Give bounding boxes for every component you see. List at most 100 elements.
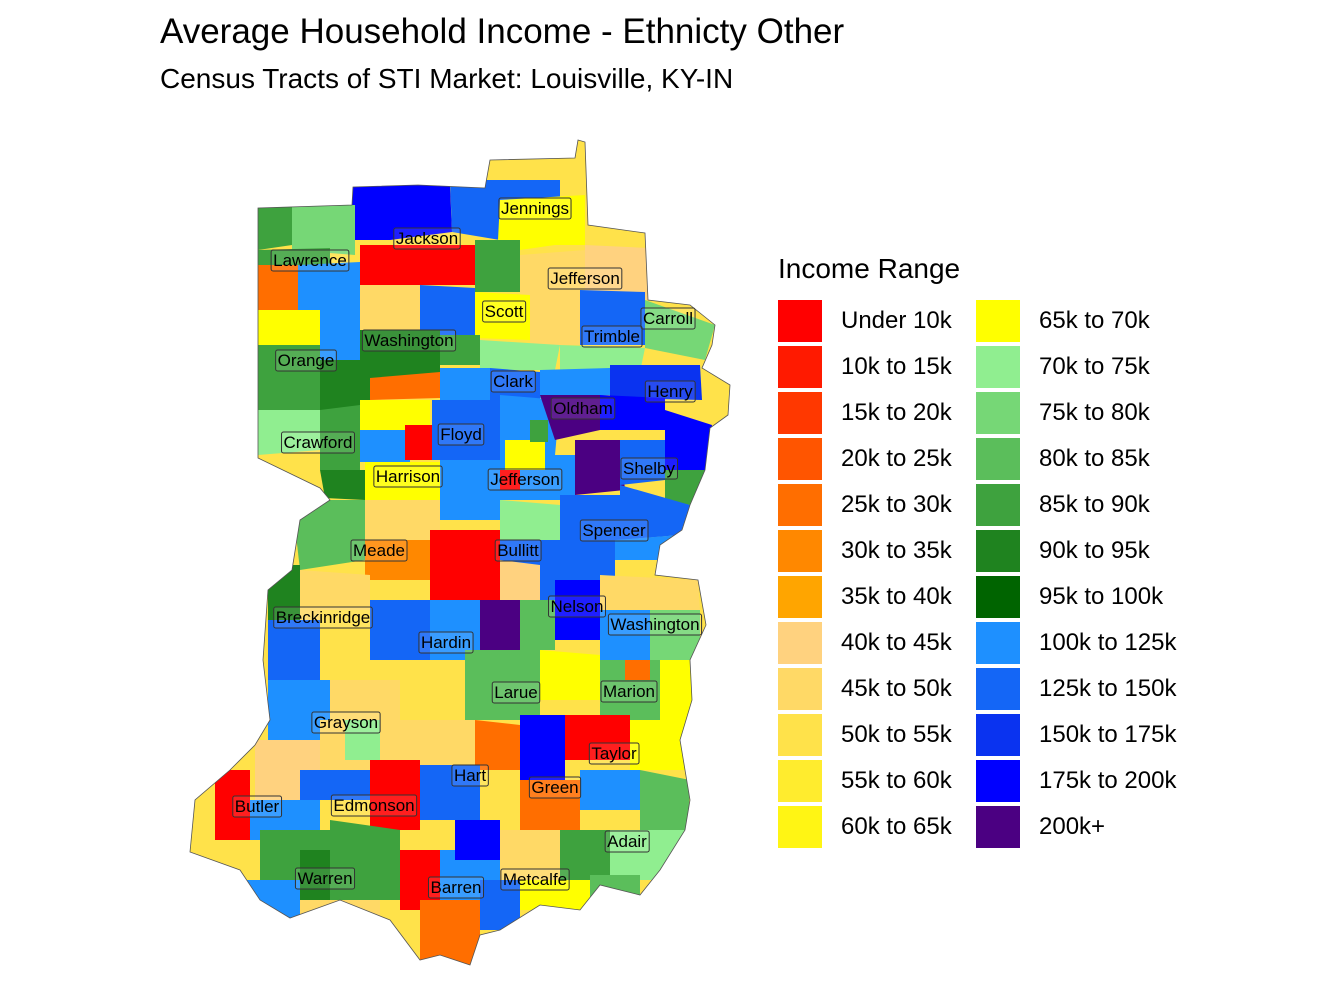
- legend-label: 10k to 15k: [841, 353, 952, 380]
- county-label-box: [275, 349, 337, 372]
- legend-swatch: [778, 484, 822, 526]
- legend-item: 175k to 200k: [976, 758, 1177, 804]
- legend-swatch: [976, 530, 1020, 572]
- county-label-text: Adair: [607, 832, 647, 851]
- legend-label: 45k to 50k: [841, 675, 952, 702]
- legend-item: 85k to 90k: [976, 482, 1174, 528]
- county-label-text: Harrison: [376, 467, 440, 486]
- county-label-text: Jefferson: [490, 470, 560, 489]
- county-label: Butler: [232, 795, 283, 818]
- legend-swatch: [778, 622, 822, 664]
- county-label: Clark: [490, 370, 536, 393]
- legend-swatch: [778, 300, 822, 342]
- legend-column-2: 65k to 70k 70k to 75k 75k to 80k 80k to 85k…: [976, 298, 1177, 850]
- legend-swatch: [778, 760, 822, 802]
- legend-swatch: [778, 392, 822, 434]
- map-subtitle: Census Tracts of STI Market: Louisville,…: [160, 63, 734, 94]
- legend-item: 80k to 85k: [976, 436, 1174, 482]
- county-label-box: [620, 457, 678, 480]
- legend-label: 40k to 45k: [841, 629, 952, 656]
- county-label-box: [491, 681, 541, 704]
- legend-swatch: [976, 576, 1020, 618]
- county-label: Warren: [294, 867, 356, 890]
- legend-label: 200k+: [1039, 813, 1106, 840]
- county-label-text: Crawford: [284, 433, 353, 452]
- legend-label: 150k to 175k: [1039, 721, 1177, 748]
- county-label: Jefferson: [547, 267, 623, 290]
- legend-swatch: [778, 806, 822, 848]
- county-label-text: Taylor: [591, 744, 637, 763]
- county-label: Henry: [644, 380, 696, 403]
- legend-swatch: [976, 438, 1020, 480]
- county-label: Trimble: [581, 325, 643, 348]
- legend-item: 35k to 40k: [778, 574, 976, 620]
- legend-label: 60k to 65k: [841, 813, 952, 840]
- legend-swatch: [976, 346, 1020, 388]
- county-label-box: [437, 423, 485, 446]
- county-label-box: [548, 595, 606, 618]
- county-label-text: Metcalfe: [503, 870, 567, 889]
- legend-swatch: [778, 530, 822, 572]
- county-label-box: [232, 795, 283, 818]
- legend-label: 70k to 75k: [1039, 353, 1150, 380]
- county-label-box: [487, 468, 563, 491]
- legend-label: 65k to 70k: [1039, 307, 1150, 334]
- county-label: Metcalfe: [500, 868, 570, 891]
- county-label-text: Green: [531, 778, 578, 797]
- county-label: Taylor: [588, 742, 640, 765]
- legend-swatch: [976, 300, 1020, 342]
- legend-label: 35k to 40k: [841, 583, 952, 610]
- legend-item: 70k to 75k: [976, 344, 1174, 390]
- county-label: Harrison: [373, 465, 443, 488]
- county-label-box: [270, 249, 350, 272]
- county-label: Scott: [482, 300, 527, 323]
- county-label: Hardin: [418, 631, 474, 654]
- county-label-text: Barren: [430, 878, 481, 897]
- county-label-text: Larue: [494, 683, 537, 702]
- county-label-text: Jennings: [501, 199, 569, 218]
- county-label-text: Edmonson: [333, 796, 414, 815]
- legend-item: 45k to 50k: [778, 666, 976, 712]
- county-label-box: [427, 876, 485, 899]
- county-label-box: [350, 539, 408, 562]
- legend-swatch: [976, 668, 1020, 710]
- county-label: Edmonson: [330, 794, 418, 817]
- legend-swatch: [778, 346, 822, 388]
- county-label-text: Butler: [235, 797, 280, 816]
- county-label: Marion: [600, 680, 658, 703]
- county-label: Larue: [491, 681, 541, 704]
- county-label-text: Floyd: [440, 425, 482, 444]
- county-label: Grayson: [311, 711, 381, 734]
- county-label-text: Shelby: [623, 459, 675, 478]
- county-label: Hart: [451, 764, 489, 787]
- county-label-box: [281, 431, 355, 454]
- legend-item: 10k to 15k: [778, 344, 976, 390]
- county-label: Green: [528, 776, 582, 799]
- county-label-text: Lawrence: [273, 251, 347, 270]
- county-label: Jefferson: [487, 468, 563, 491]
- county-label-text: Jefferson: [550, 269, 620, 288]
- county-label-text: Trimble: [584, 327, 640, 346]
- map-title: Average Household Income - Ethnicty Othe…: [160, 12, 845, 51]
- county-label: Washington: [361, 329, 457, 352]
- legend-title: Income Range: [778, 253, 961, 284]
- county-label-text: Washington: [364, 331, 453, 350]
- legend-label: 25k to 30k: [841, 491, 952, 518]
- county-label-box: [273, 606, 373, 629]
- county-label-text: Marion: [603, 682, 655, 701]
- county-label: Carroll: [640, 307, 696, 330]
- county-label: Breckinridge: [273, 606, 373, 629]
- county-label-text: Hardin: [421, 633, 471, 652]
- county-label-text: Grayson: [314, 713, 378, 732]
- county-label: Oldham: [550, 397, 616, 420]
- legend-label: 15k to 20k: [841, 399, 952, 426]
- county-label-box: [294, 867, 356, 890]
- legend-item: 125k to 150k: [976, 666, 1176, 712]
- legend-item: 40k to 45k: [778, 620, 976, 666]
- county-label-box: [604, 830, 650, 853]
- legend-column-1: Under 10k 10k to 15k 15k to 20k 20k to 25k 2…: [778, 298, 976, 850]
- county-label-box: [607, 613, 703, 636]
- legend-item: 55k to 60k: [778, 758, 976, 804]
- county-label-text: Orange: [278, 351, 335, 370]
- legend-label: 175k to 200k: [1039, 767, 1177, 794]
